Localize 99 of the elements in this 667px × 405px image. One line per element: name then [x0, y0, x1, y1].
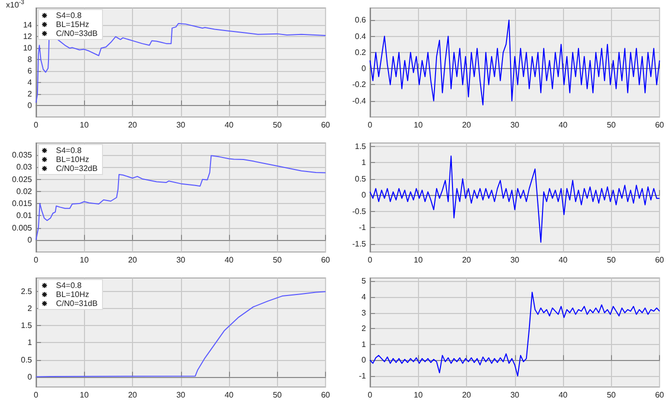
- y-tick-label: 1: [28, 338, 33, 348]
- y-tick-label: 4: [28, 78, 33, 88]
- x-tick-label: 10: [414, 390, 424, 400]
- line-series: [370, 20, 660, 106]
- annotation: S4=0.8: [56, 146, 82, 155]
- x-tick-label: 30: [176, 256, 186, 264]
- annotation: C/N0=33dB: [56, 29, 98, 38]
- y-tick-label: 3: [362, 308, 367, 318]
- annotation: C/N0=32dB: [56, 164, 98, 173]
- x-tick-label: 40: [224, 390, 234, 400]
- y-tick-label: 0.015: [12, 199, 33, 208]
- x-tick-label: 10: [80, 256, 90, 264]
- y-tick-label: 0.035: [12, 150, 33, 160]
- x-tick-label: 20: [462, 120, 472, 130]
- x-tick-label: 10: [80, 120, 90, 130]
- y-tick-label: 14: [23, 20, 33, 30]
- y-tick-label: 0: [362, 64, 367, 74]
- y-tick-label: 2: [362, 324, 367, 334]
- y-tick-label: 0.2: [354, 48, 367, 57]
- x-tick-label: 20: [128, 390, 138, 400]
- x-tick-label: 10: [80, 390, 90, 400]
- y-tick-label: 1.5: [354, 142, 367, 151]
- y-tick-label: -0.5: [352, 206, 367, 216]
- y-tick-label: 12: [23, 32, 33, 42]
- x-tick-label: 50: [606, 120, 616, 130]
- annotation: BL=10Hz: [56, 290, 90, 299]
- x-tick-label: 0: [34, 120, 39, 130]
- x-tick-label: 40: [224, 120, 234, 130]
- y-tick-label: -0.2: [352, 80, 367, 90]
- y-tick-label: 0.025: [12, 174, 33, 184]
- y-tick-label: 0.5: [20, 355, 33, 364]
- x-tick-label: 0: [368, 256, 373, 264]
- y-tick-label: -0.4: [352, 96, 367, 106]
- line-series: [36, 155, 326, 240]
- y-tick-label: 6: [28, 66, 33, 76]
- y-tick-label: 0.03: [16, 162, 33, 172]
- y-tick-label: 0: [362, 356, 367, 365]
- y-tick-label: 5: [362, 276, 367, 286]
- x-tick-label: 10: [414, 120, 424, 130]
- y-tick-label: -1.5: [352, 239, 367, 248]
- annotation: BL=15Hz: [56, 20, 90, 29]
- x-tick-label: 10: [414, 256, 424, 264]
- line-series: [370, 156, 660, 243]
- x-tick-label: 60: [321, 390, 331, 400]
- x-tick-label: 50: [606, 390, 616, 400]
- x-tick-label: 0: [34, 390, 39, 400]
- y-tick-label: 0: [28, 235, 33, 244]
- x-tick-label: 50: [272, 120, 282, 130]
- y-tick-label: 4: [362, 292, 367, 302]
- y-tick-label: 0.5: [354, 174, 367, 184]
- x-tick-label: 60: [655, 256, 665, 264]
- y-tick-label: 2: [28, 304, 33, 314]
- y-tick-label: 1.5: [20, 321, 33, 330]
- x-tick-label: 20: [462, 390, 472, 400]
- y-tick-label: 1: [362, 158, 367, 168]
- annotation: BL=10Hz: [56, 155, 90, 164]
- x-tick-label: 20: [128, 256, 138, 264]
- x-tick-label: 20: [128, 120, 138, 130]
- x-tick-label: 50: [272, 256, 282, 264]
- line-series: [370, 292, 660, 376]
- x-tick-label: 0: [368, 390, 373, 400]
- y-tick-label: 0.02: [16, 186, 33, 196]
- x-tick-label: 30: [510, 120, 520, 130]
- x-tick-label: 60: [655, 390, 665, 400]
- line-series: [36, 291, 326, 378]
- y-axis-title: x10$^{-3}$: [6, 0, 24, 10]
- annotation: C/N0=31dB: [56, 299, 98, 308]
- x-tick-label: 40: [558, 256, 568, 264]
- x-tick-label: 50: [272, 390, 282, 400]
- x-tick-label: 0: [368, 120, 373, 130]
- y-tick-label: 0: [362, 190, 367, 200]
- y-tick-label: 0: [28, 372, 33, 382]
- y-tick-label: 0.005: [12, 223, 33, 232]
- x-tick-label: 30: [510, 390, 520, 400]
- x-tick-label: 40: [224, 256, 234, 264]
- x-tick-label: 60: [321, 120, 331, 130]
- y-tick-label: 1: [362, 340, 367, 349]
- x-tick-label: 60: [321, 256, 331, 264]
- x-tick-label: 20: [462, 256, 472, 264]
- x-tick-label: 50: [606, 256, 616, 264]
- x-tick-label: 30: [176, 120, 186, 130]
- y-tick-label: 0.4: [354, 32, 367, 41]
- y-tick-label: -1: [358, 223, 367, 232]
- y-tick-label: 10: [23, 44, 33, 53]
- y-tick-label: 8: [28, 55, 33, 64]
- y-tick-label: 2.5: [20, 287, 33, 296]
- x-tick-label: 40: [558, 120, 568, 130]
- x-tick-label: 30: [510, 256, 520, 264]
- x-tick-label: 30: [176, 390, 186, 400]
- y-tick-label: 0.6: [354, 16, 367, 25]
- annotation: S4=0.8: [56, 281, 82, 290]
- y-tick-label: -1: [358, 371, 367, 380]
- y-tick-label: 0: [28, 101, 33, 110]
- x-tick-label: 60: [655, 120, 665, 130]
- y-tick-label: 0.01: [16, 211, 33, 220]
- x-tick-label: 0: [34, 256, 39, 264]
- y-tick-label: 2: [28, 90, 33, 99]
- annotation: S4=0.8: [56, 11, 82, 20]
- x-tick-label: 40: [558, 390, 568, 400]
